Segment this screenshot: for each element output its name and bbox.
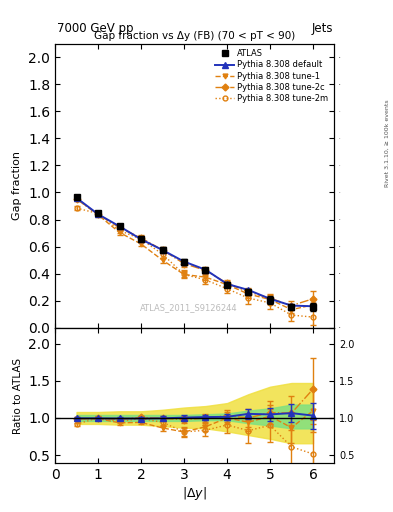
Legend: ATLAS, Pythia 8.308 default, Pythia 8.308 tune-1, Pythia 8.308 tune-2c, Pythia 8: ATLAS, Pythia 8.308 default, Pythia 8.30… [214, 48, 330, 104]
Text: Jets: Jets [312, 22, 333, 35]
X-axis label: |$\Delta y$|: |$\Delta y$| [182, 485, 207, 502]
Text: 7000 GeV pp: 7000 GeV pp [57, 22, 134, 35]
Title: Gap fraction vs Δy (FB) (70 < pT < 90): Gap fraction vs Δy (FB) (70 < pT < 90) [94, 31, 295, 41]
Text: ATLAS_2011_S9126244: ATLAS_2011_S9126244 [140, 304, 238, 312]
Text: Rivet 3.1.10, ≥ 100k events: Rivet 3.1.10, ≥ 100k events [385, 99, 389, 187]
Y-axis label: Ratio to ATLAS: Ratio to ATLAS [13, 357, 23, 434]
Y-axis label: Gap fraction: Gap fraction [13, 151, 22, 220]
